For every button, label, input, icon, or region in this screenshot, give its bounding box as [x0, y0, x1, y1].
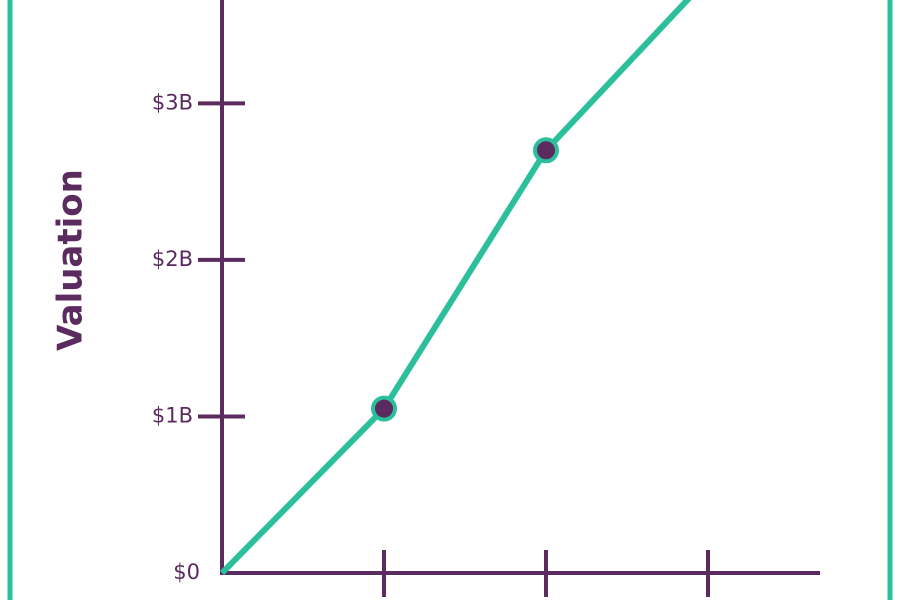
- y-tick-label: $2B: [152, 247, 193, 271]
- y-tick-label: $1B: [152, 403, 193, 427]
- y-tick-label: $0: [173, 560, 200, 584]
- point: [371, 395, 397, 422]
- frame: [7, 0, 893, 604]
- point: [533, 137, 559, 164]
- y-tick-label: $3B: [152, 90, 193, 114]
- y-axis-label: Valuation: [51, 169, 91, 351]
- line: [219, 0, 692, 576]
